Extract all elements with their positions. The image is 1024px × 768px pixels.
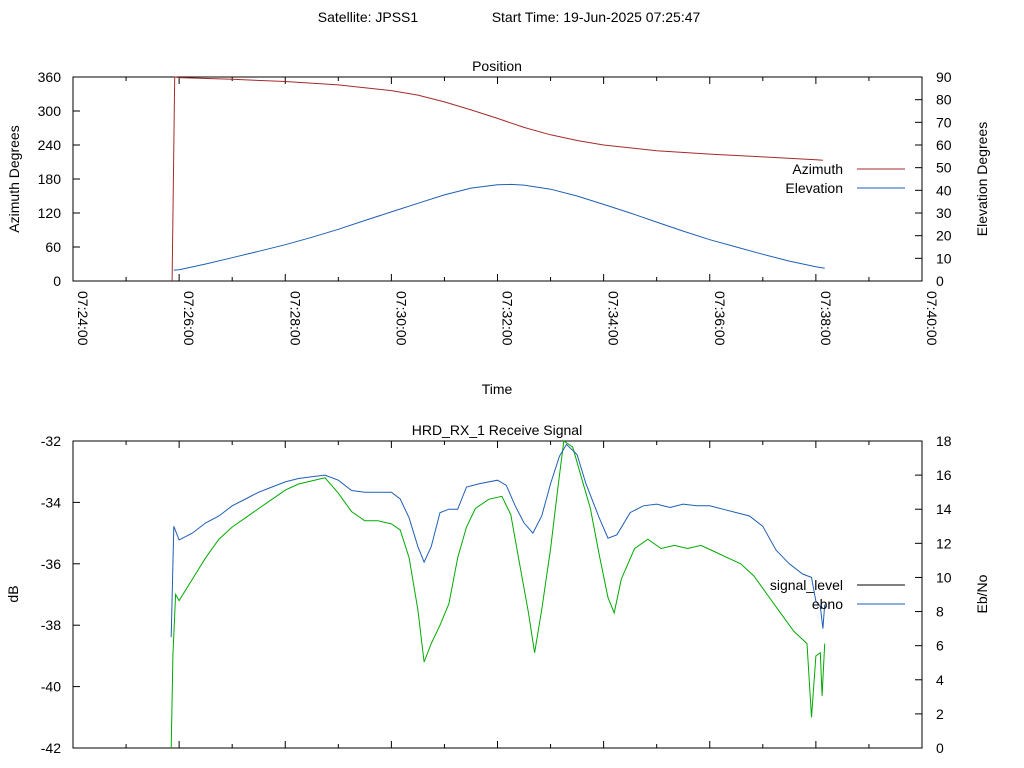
signal-y2tick-label: 0 <box>936 740 944 756</box>
signal-chart-title: HRD_RX_1 Receive Signal <box>412 422 582 438</box>
position-series-Elevation <box>173 183 825 271</box>
position-series-Azimuth <box>171 76 823 282</box>
position-xtick-label: 07:30:00 <box>393 291 409 346</box>
position-chart-xlabel: Time <box>482 381 513 397</box>
position-y2tick-label: 80 <box>936 92 952 108</box>
signal-y2tick-label: 18 <box>936 433 952 449</box>
position-y2tick-label: 90 <box>936 69 952 85</box>
signal-series-ebno <box>170 443 826 638</box>
position-chart-ylabel: Azimuth Degrees <box>6 125 22 232</box>
signal-chart-ylabel: dB <box>5 585 21 602</box>
position-xtick-label: 07:40:00 <box>924 291 940 346</box>
position-xtick-label: 07:26:00 <box>181 291 197 346</box>
position-ytick-label: 360 <box>38 69 62 85</box>
position-chart-y2label: Elevation Degrees <box>974 122 990 236</box>
start-time-label: Start Time: 19-Jun-2025 07:25:47 <box>492 9 701 25</box>
position-xtick-label: 07:24:00 <box>75 291 91 346</box>
position-ytick-label: 300 <box>38 103 62 119</box>
signal-y2tick-label: 4 <box>936 672 944 688</box>
signal-y2tick-label: 2 <box>936 706 944 722</box>
position-ytick-label: 180 <box>38 171 62 187</box>
position-legend-label: Azimuth <box>792 161 843 177</box>
position-chart: Position Time Azimuth Degrees Elevation … <box>6 58 990 397</box>
signal-legend-label: ebno <box>812 596 843 612</box>
position-xtick-label: 07:28:00 <box>287 291 303 346</box>
position-xtick-label: 07:36:00 <box>712 291 728 346</box>
signal-ytick-label: -34 <box>41 494 61 510</box>
position-y2tick-label: 50 <box>936 160 952 176</box>
signal-y2tick-label: 16 <box>936 467 952 483</box>
signal-legend-label: signal_level <box>770 577 843 593</box>
signal-ytick-label: -42 <box>41 740 61 756</box>
position-xtick-label: 07:34:00 <box>606 291 622 346</box>
signal-series-signal-level <box>170 440 826 749</box>
signal-chart: HRD_RX_1 Receive Signal dB Eb/No -42-40-… <box>5 422 990 756</box>
signal-chart-y2label: Eb/No <box>974 574 990 613</box>
position-ytick-label: 60 <box>45 239 61 255</box>
signal-plot-frame <box>72 440 923 749</box>
position-y2tick-label: 70 <box>936 114 952 130</box>
position-ytick-label: 240 <box>38 137 62 153</box>
position-chart-plot: 0 60 120 180 240 300 360 0 10 20 30 40 50 60 70 80 90 07:… <box>38 69 952 346</box>
position-chart-title: Position <box>472 58 522 74</box>
position-y2tick-label: 60 <box>936 137 952 153</box>
signal-y2tick-label: 14 <box>936 501 952 517</box>
signal-y2tick-label: 10 <box>936 569 952 585</box>
signal-y2tick-label: 6 <box>936 638 944 654</box>
position-legend-label: Elevation <box>785 180 843 196</box>
signal-y2tick-label: 8 <box>936 604 944 620</box>
position-plot-frame <box>72 76 923 282</box>
satellite-label: Satellite: JPSS1 <box>318 9 419 25</box>
signal-ytick-label: -36 <box>41 556 61 572</box>
signal-ytick-label: -32 <box>41 433 61 449</box>
signal-ytick-label: -38 <box>41 617 61 633</box>
position-xtick-label: 07:32:00 <box>500 291 516 346</box>
position-ytick-label: 120 <box>38 205 62 221</box>
signal-ytick-label: -40 <box>41 679 61 695</box>
position-y2tick-label: 20 <box>936 228 952 244</box>
position-y2tick-label: 0 <box>936 273 944 289</box>
position-y2tick-label: 10 <box>936 250 952 266</box>
position-y2tick-label: 30 <box>936 205 952 221</box>
position-xtick-label: 07:38:00 <box>818 291 834 346</box>
position-y2tick-label: 40 <box>936 182 952 198</box>
position-ytick-label: 0 <box>53 273 61 289</box>
signal-chart-plot: -42 -40 -38 -36 -34 -32 0 2 4 6 8 10 12 14 16 18 signal_… <box>41 433 952 756</box>
signal-y2tick-label: 12 <box>936 535 952 551</box>
